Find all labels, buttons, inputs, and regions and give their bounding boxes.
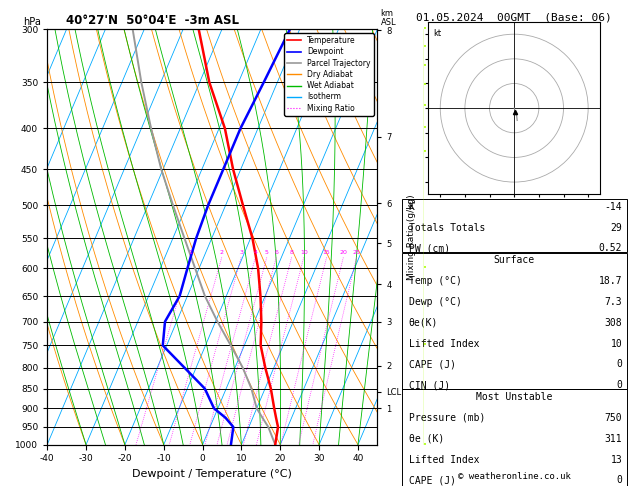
Bar bbox=[402, 253, 626, 389]
Text: 40°27'N  50°04'E  -3m ASL: 40°27'N 50°04'E -3m ASL bbox=[66, 14, 239, 27]
Text: CIN (J): CIN (J) bbox=[409, 381, 450, 390]
Text: PW (cm): PW (cm) bbox=[409, 243, 450, 254]
Text: 6: 6 bbox=[274, 250, 278, 256]
Text: •: • bbox=[423, 82, 426, 88]
Text: 3: 3 bbox=[239, 250, 243, 256]
Text: 5: 5 bbox=[265, 250, 269, 256]
Text: hPa: hPa bbox=[23, 17, 41, 27]
Text: Lifted Index: Lifted Index bbox=[409, 454, 479, 465]
Text: 4: 4 bbox=[253, 250, 257, 256]
Text: 0: 0 bbox=[616, 360, 622, 369]
Text: kt: kt bbox=[433, 29, 441, 38]
Text: θe(K): θe(K) bbox=[409, 318, 438, 328]
Text: © weatheronline.co.uk: © weatheronline.co.uk bbox=[458, 472, 571, 481]
Text: K: K bbox=[409, 202, 415, 212]
Text: Surface: Surface bbox=[494, 255, 535, 265]
Text: 750: 750 bbox=[604, 413, 622, 423]
Text: 13: 13 bbox=[610, 454, 622, 465]
X-axis label: Dewpoint / Temperature (°C): Dewpoint / Temperature (°C) bbox=[132, 469, 292, 479]
Text: 25: 25 bbox=[353, 250, 360, 256]
Text: 0: 0 bbox=[616, 381, 622, 390]
Text: Mixing Ratio (g/kg): Mixing Ratio (g/kg) bbox=[408, 194, 416, 280]
Text: 01.05.2024  00GMT  (Base: 06): 01.05.2024 00GMT (Base: 06) bbox=[416, 12, 612, 22]
Text: 29: 29 bbox=[610, 223, 622, 233]
Text: 2: 2 bbox=[220, 250, 224, 256]
Text: Temp (°C): Temp (°C) bbox=[409, 276, 462, 286]
Text: θe (K): θe (K) bbox=[409, 434, 444, 444]
Legend: Temperature, Dewpoint, Parcel Trajectory, Dry Adiabat, Wet Adiabat, Isotherm, Mi: Temperature, Dewpoint, Parcel Trajectory… bbox=[284, 33, 374, 116]
Text: •: • bbox=[423, 265, 426, 271]
Text: 8: 8 bbox=[289, 250, 294, 256]
Text: CAPE (J): CAPE (J) bbox=[409, 360, 455, 369]
Text: 10: 10 bbox=[300, 250, 308, 256]
Text: Totals Totals: Totals Totals bbox=[409, 223, 485, 233]
Text: 7.3: 7.3 bbox=[604, 297, 622, 307]
Text: •: • bbox=[423, 149, 426, 155]
Text: •: • bbox=[423, 343, 426, 348]
Text: •: • bbox=[423, 442, 426, 448]
Text: Dewp (°C): Dewp (°C) bbox=[409, 297, 462, 307]
Text: •: • bbox=[423, 63, 426, 69]
Text: •: • bbox=[423, 103, 426, 109]
Text: •: • bbox=[423, 125, 426, 131]
Text: -14: -14 bbox=[604, 202, 622, 212]
Text: 0.52: 0.52 bbox=[599, 243, 622, 254]
Text: 308: 308 bbox=[604, 318, 622, 328]
Text: •: • bbox=[423, 44, 426, 50]
Text: Most Unstable: Most Unstable bbox=[476, 392, 552, 402]
Text: CAPE (J): CAPE (J) bbox=[409, 475, 455, 486]
Text: 0: 0 bbox=[616, 475, 622, 486]
Text: km
ASL: km ASL bbox=[381, 9, 396, 27]
Text: 20: 20 bbox=[340, 250, 347, 256]
Bar bbox=[402, 199, 626, 252]
Text: 1: 1 bbox=[189, 250, 192, 256]
Text: 15: 15 bbox=[323, 250, 330, 256]
Text: 10: 10 bbox=[610, 339, 622, 348]
Text: Pressure (mb): Pressure (mb) bbox=[409, 413, 485, 423]
Text: •: • bbox=[423, 26, 426, 32]
Text: Lifted Index: Lifted Index bbox=[409, 339, 479, 348]
Text: 18.7: 18.7 bbox=[599, 276, 622, 286]
Bar bbox=[402, 389, 626, 486]
Text: 311: 311 bbox=[604, 434, 622, 444]
